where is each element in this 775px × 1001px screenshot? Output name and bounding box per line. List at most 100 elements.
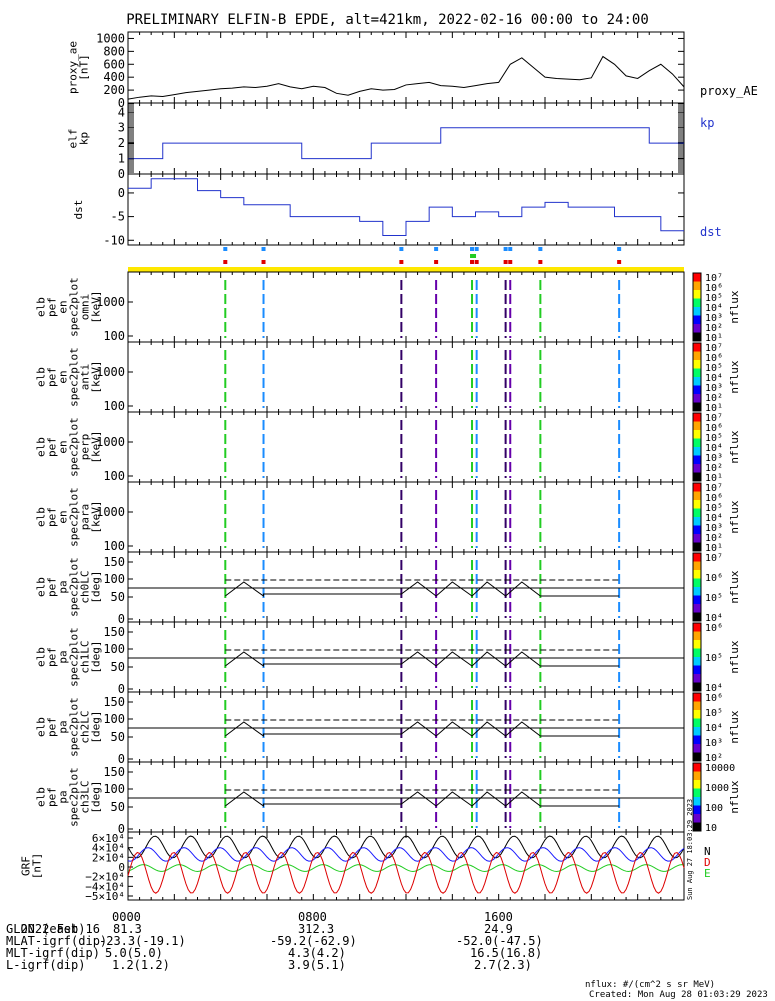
spec-y-label: en: [57, 370, 70, 383]
colorbar-segment: [693, 464, 701, 473]
spec-y-tick-label: 150: [103, 625, 125, 639]
footer-col1-time: 0800: [298, 910, 327, 924]
colorbar-tick-label: 10⁵: [705, 593, 723, 604]
panel-frame-kp: [127, 102, 685, 175]
footer-col1-glon: 312.3: [298, 922, 335, 936]
spec-y-tick-label: 0: [118, 822, 125, 836]
spec-y-label: pef: [46, 437, 59, 457]
y-axis-label: [nT]: [78, 54, 91, 81]
footer-col1-mlt: 4.3(4.2): [288, 946, 346, 960]
colorbar-tick-label: 10⁵: [705, 433, 723, 444]
grf-y-tick-label: −5×10⁴: [85, 890, 125, 903]
spec-y-tick-label: 1000: [96, 295, 125, 309]
colorbar-segment: [693, 360, 701, 369]
footer-col2-time: 1600: [484, 910, 513, 924]
spec-y-label: spec2plot: [68, 277, 81, 337]
colorbar-segment: [693, 290, 701, 299]
spec-y-label: spec2plot: [68, 697, 81, 757]
colorbar-frame: [692, 482, 702, 552]
footer-row-date: 2022 Feb 16: [6, 911, 100, 936]
colorbar-tick-label: 10³: [705, 523, 723, 534]
colorbar-tick-label: 10¹: [705, 473, 723, 484]
spec-y-tick-label: 1000: [96, 435, 125, 449]
footer-mlt-label: MLT-igrf(dip): [6, 946, 100, 960]
colorbar-segment: [693, 657, 701, 666]
colorbar-tick-label: 10: [705, 823, 717, 834]
spec-panel-frame: [127, 481, 685, 553]
pass-marker-blue: [434, 247, 439, 251]
colorbar-segment: [693, 561, 701, 571]
y-axis-label: elf: [67, 129, 80, 149]
series-line-dst: [128, 178, 684, 237]
spec-y-label: pa: [57, 720, 70, 733]
plot-title: PRELIMINARY ELFIN-B EPDE, alt=421km, 202…: [126, 12, 649, 28]
pa-trace: [224, 581, 620, 597]
grf-y-label: [nT]: [31, 853, 44, 880]
colorbar-tick-label: 10²: [705, 753, 723, 764]
grf-y-tick-label: 6×10⁴: [92, 832, 125, 845]
colorbar-segment: [693, 735, 701, 745]
colorbar-segment: [693, 368, 701, 378]
spec-y-tick-label: 50: [111, 660, 125, 674]
spec-y-tick-label: 100: [103, 329, 125, 343]
footer-col1-l: 3.9(5.1): [288, 958, 346, 972]
pass-marker-blue: [399, 247, 404, 251]
spec-y-label: pef: [46, 297, 59, 317]
spec-y-label: ch2LC: [79, 710, 92, 743]
y-tick-label: 0: [118, 167, 125, 181]
colorbar-segment: [693, 534, 701, 543]
colorbar-tick-label: 10⁵: [705, 363, 723, 374]
colorbar-segment: [693, 517, 701, 526]
footer-col2-mlt: 16.5(16.8): [470, 946, 543, 960]
footer-row-l: L-igrf(dip): [6, 959, 85, 971]
colorbar-tick-label: 10⁶: [705, 423, 723, 434]
pass-marker-red: [399, 260, 404, 264]
colorbar-segment: [693, 674, 701, 683]
grf-red-trace: [127, 851, 685, 894]
colorbar-tick-label: 10⁷: [705, 273, 723, 284]
colorbar-segment: [693, 570, 701, 579]
pass-marker-blue: [617, 247, 622, 251]
units-note: nflux: #/(cm^2 s sr MeV): [585, 980, 716, 990]
spec-y-label: [keV]: [90, 500, 103, 533]
spec-y-label: anti: [79, 364, 92, 391]
colorbar-segment: [693, 553, 701, 562]
colorbar-tick-label: 10000: [705, 763, 735, 774]
pass-marker-red: [223, 260, 228, 264]
colorbar-segment: [693, 394, 701, 403]
colorbar-segment: [693, 483, 701, 492]
colorbar-segment: [693, 273, 701, 282]
colorbar-segment: [693, 332, 701, 342]
y-tick-label: -10: [103, 233, 125, 247]
created-note: Created: Mon Aug 28 01:03:29 2023: [589, 990, 768, 1000]
spec-y-label: spec2plot: [68, 417, 81, 477]
colorbar-tick-label: 10²: [705, 323, 723, 334]
colorbar-tick-label: 10⁶: [705, 693, 723, 704]
grf-y-tick-label: −4×10⁴: [85, 880, 125, 893]
grf-legend-n: N: [704, 845, 711, 858]
pass-marker-red: [538, 260, 543, 264]
spec-y-tick-label: 50: [111, 730, 125, 744]
colorbar-segment: [693, 413, 701, 422]
colorbar-label: nflux: [728, 780, 741, 813]
spec-y-label: pa: [57, 650, 70, 663]
colorbar-segment: [693, 542, 701, 552]
colorbar-segment: [693, 315, 701, 325]
spec-y-tick-label: 0: [118, 682, 125, 696]
colorbar-tick-label: 1000: [705, 783, 729, 794]
spec-y-label: elb: [35, 647, 48, 667]
pass-marker-red: [470, 260, 475, 264]
spec-panel-frame: [127, 761, 685, 833]
colorbar-segment: [693, 693, 701, 702]
spec-y-label: pef: [46, 717, 59, 737]
footer-date-label: 2022 Feb 16: [20, 922, 100, 936]
spec-y-label: [keV]: [90, 430, 103, 463]
footer-row-glon: GLON (east): [6, 923, 85, 935]
spec-y-label: omni: [79, 294, 92, 321]
colorbar-tick-label: 10¹: [705, 543, 723, 554]
spec-y-tick-label: 100: [103, 712, 125, 726]
colorbar-tick-label: 10³: [705, 453, 723, 464]
spec-y-label: pef: [46, 647, 59, 667]
colorbar-segment: [693, 612, 701, 622]
colorbar-label: nflux: [728, 570, 741, 603]
